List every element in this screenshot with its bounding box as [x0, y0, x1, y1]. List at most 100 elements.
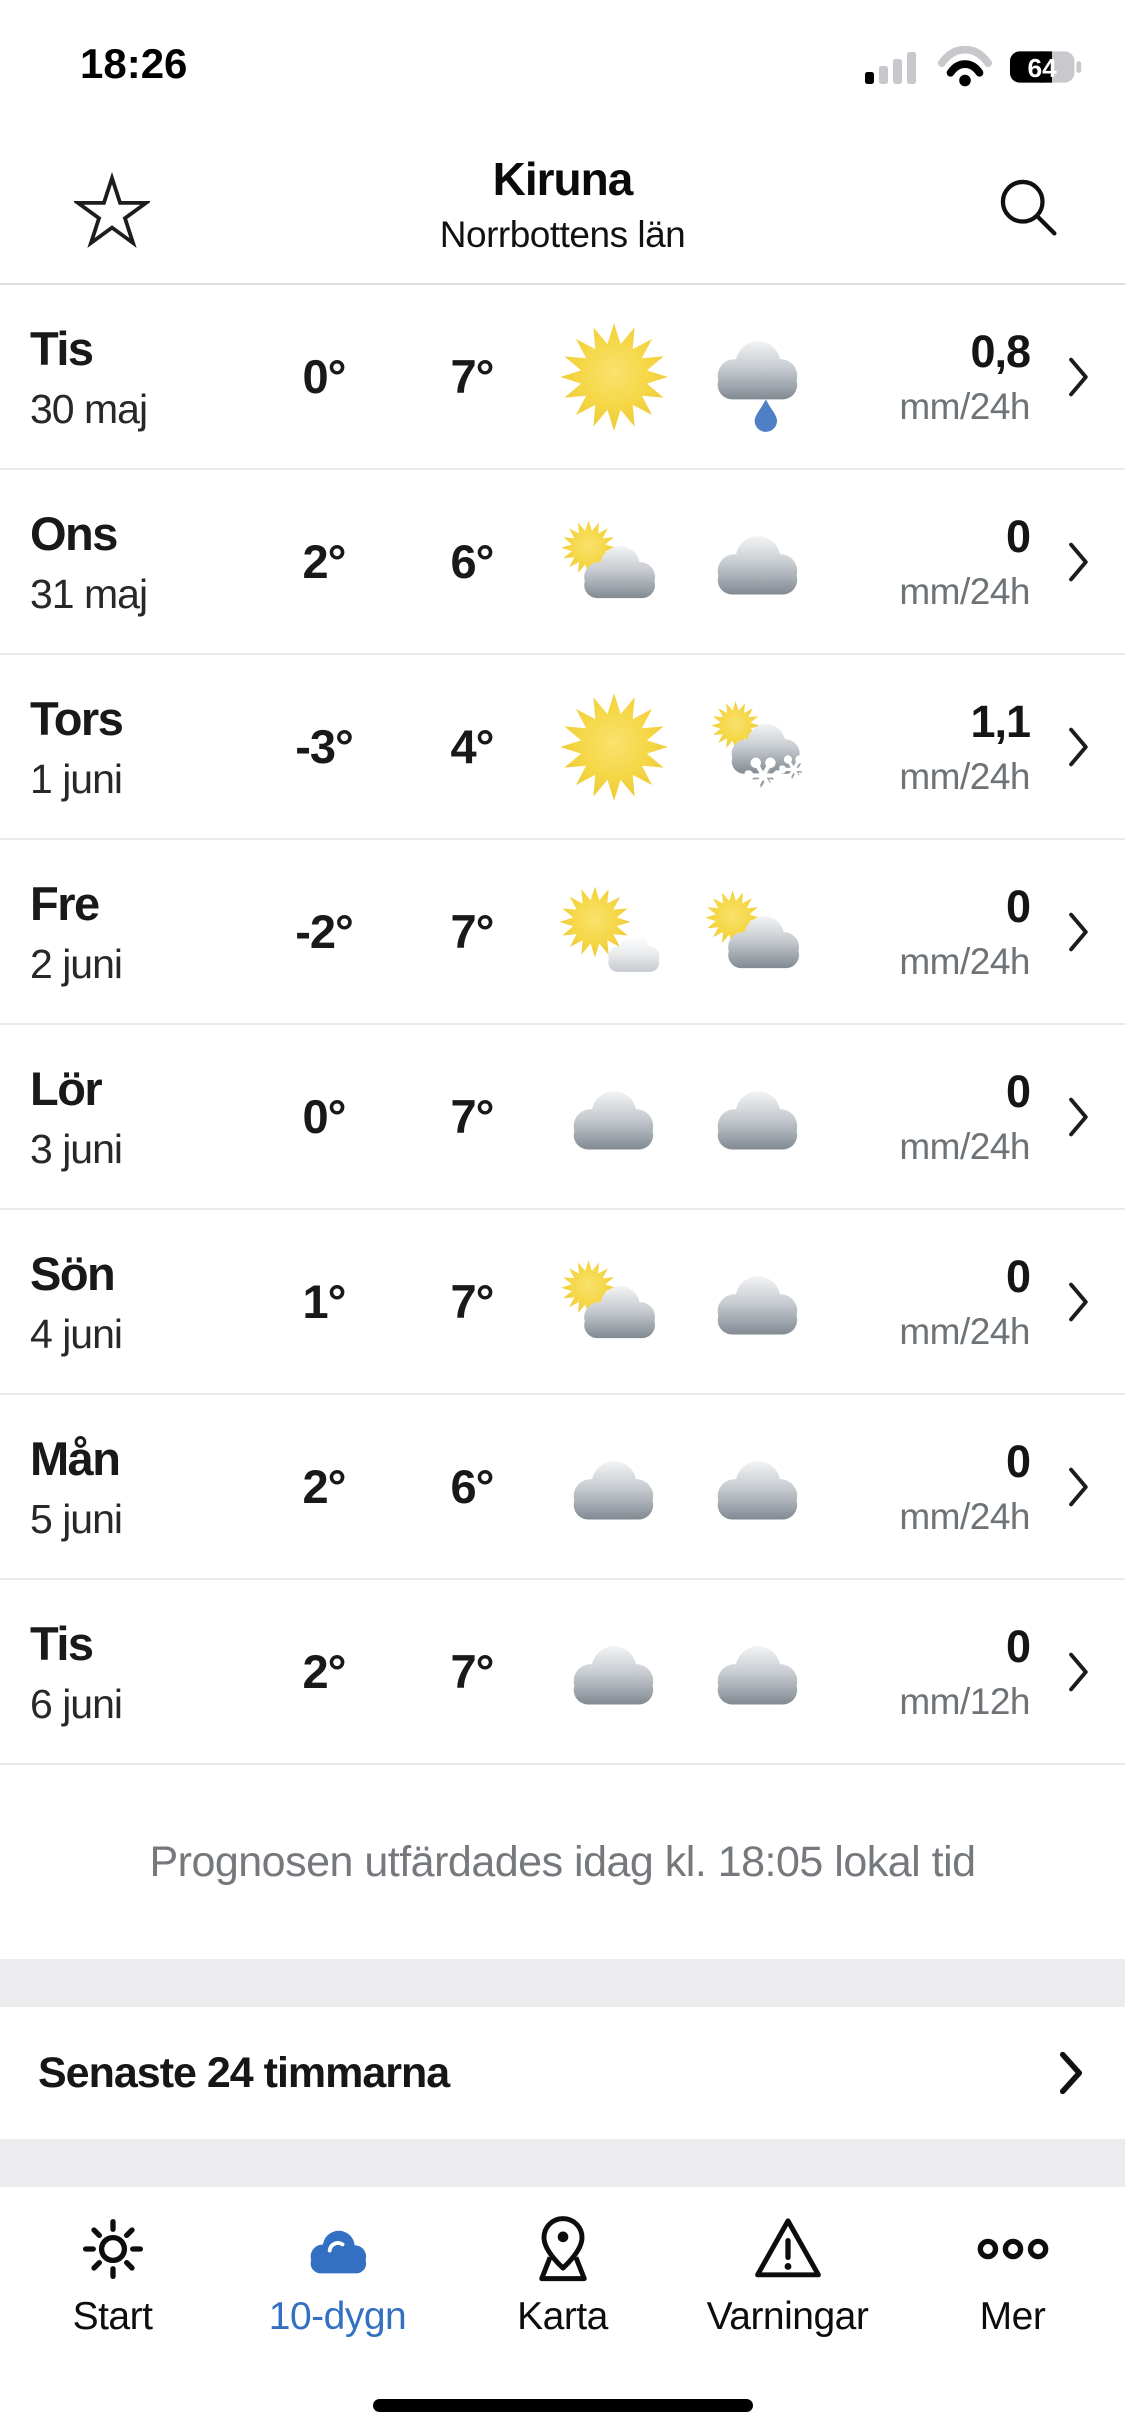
day-name: Mån — [30, 1431, 121, 1485]
sun-cloud-icon — [558, 1246, 670, 1358]
chevron-right-icon — [1068, 1282, 1088, 1321]
forecast-row[interactable]: Ons 31 maj 2° 6° 0 mm/24h — [0, 470, 1125, 655]
temp-max: 6° — [450, 535, 495, 588]
tab-mer[interactable]: Mer — [900, 2211, 1125, 2436]
day-column: Sön 4 juni — [0, 1246, 250, 1358]
cellular-signal-icon — [865, 52, 916, 84]
snow-sun-cloud-icon — [702, 691, 814, 803]
sun-outline-icon — [75, 2211, 151, 2287]
weather-icons — [558, 691, 814, 803]
weather-icons — [558, 506, 814, 618]
tab-karta[interactable]: Karta — [450, 2211, 675, 2436]
tab-start[interactable]: Start — [0, 2211, 225, 2436]
precip-value: 0 — [1005, 1620, 1031, 1672]
precip-unit: mm/24h — [899, 1125, 1030, 1167]
sun-small-cloud-icon — [558, 876, 670, 988]
forecast-row[interactable]: Lör 3 juni 0° 7° 0 mm/24h — [0, 1025, 1125, 1210]
day-name: Tis — [30, 1616, 94, 1670]
forecast-row[interactable]: Mån 5 juni 2° 6° 0 mm/24h — [0, 1395, 1125, 1580]
precip-value: 0,8 — [970, 325, 1031, 377]
cloud-icon — [717, 1460, 798, 1519]
day-name: Ons — [30, 506, 118, 560]
precip-unit: mm/24h — [899, 570, 1030, 612]
chevron-right-icon — [1057, 2050, 1085, 2096]
wifi-icon — [937, 46, 993, 87]
precipitation: 0 mm/24h — [899, 1435, 1031, 1538]
tab-label: 10-dygn — [268, 2295, 407, 2338]
day-date: 30 maj — [30, 385, 148, 432]
weather-icons — [558, 1246, 814, 1358]
more-dots-icon — [975, 2211, 1051, 2287]
tab-10-dygn[interactable]: 10-dygn — [225, 2211, 450, 2436]
rain-cloud-icon — [702, 321, 814, 433]
home-indicator[interactable] — [372, 2399, 753, 2412]
precip-unit: mm/24h — [899, 385, 1030, 427]
cloud-filled-icon — [308, 2228, 368, 2276]
precipitation: 0 mm/24h — [899, 1065, 1031, 1168]
forecast-list: Tis 30 maj 0° 7° 0,8 mm/24h Ons 31 maj 2… — [0, 285, 1125, 1765]
precip-unit: mm/24h — [899, 940, 1030, 982]
sun-icon — [560, 322, 668, 431]
temp-max: 7° — [450, 905, 495, 958]
day-name: Tis — [30, 321, 94, 375]
temp-min: 0° — [302, 1090, 347, 1143]
day-date: 1 juni — [30, 755, 123, 802]
last-24-hours-row[interactable]: Senaste 24 timmarna — [0, 2007, 1125, 2139]
weather-icons — [558, 1431, 814, 1543]
map-pin-icon — [525, 2211, 601, 2287]
precip-value: 1,1 — [970, 695, 1031, 747]
forecast-row[interactable]: Fre 2 juni -2° 7° 0 mm/24h — [0, 840, 1125, 1025]
precip-unit: mm/24h — [899, 1310, 1030, 1352]
day-date: 31 maj — [30, 570, 148, 617]
weather-icons — [558, 1061, 814, 1173]
tab-varningar[interactable]: Varningar — [675, 2211, 900, 2436]
chevron-right-icon — [1068, 912, 1088, 951]
forecast-row[interactable]: Tors 1 juni -3° 4° 1,1 mm/24h — [0, 655, 1125, 840]
temp-max: 7° — [450, 1090, 495, 1143]
temp-max: 6° — [450, 1460, 495, 1513]
day-date: 6 juni — [30, 1680, 123, 1727]
warning-triangle-icon — [750, 2211, 826, 2287]
chevron-right-icon — [1068, 542, 1088, 581]
page-title: Kiruna — [492, 153, 634, 205]
precip-value: 0 — [1005, 1435, 1031, 1487]
header: Kiruna Norrbottens län — [0, 100, 1125, 285]
precip-value: 0 — [1005, 510, 1031, 562]
forecast-row[interactable]: Tis 30 maj 0° 7° 0,8 mm/24h — [0, 285, 1125, 470]
sun-cloud-icon — [558, 506, 670, 618]
temp-min: 0° — [302, 350, 347, 403]
precipitation: 0 mm/24h — [899, 510, 1031, 613]
temp-min: 2° — [302, 1645, 347, 1698]
precip-unit: mm/24h — [899, 755, 1030, 797]
precipitation: 0 mm/24h — [899, 880, 1031, 983]
status-bar: 18:26 64 — [0, 0, 1125, 100]
day-date: 3 juni — [30, 1125, 123, 1172]
weather-icons — [558, 876, 814, 988]
day-name: Sön — [30, 1246, 116, 1300]
search-icon[interactable] — [995, 174, 1061, 240]
chevron-right-icon — [1068, 357, 1088, 396]
day-column: Mån 5 juni — [0, 1431, 250, 1543]
forecast-row[interactable]: Sön 4 juni 1° 7° 0 mm/24h — [0, 1210, 1125, 1395]
page-subtitle: Norrbottens län — [439, 214, 686, 255]
temp-max: 4° — [450, 720, 495, 773]
temp-min: 1° — [302, 1275, 347, 1328]
chevron-right-icon — [1068, 1652, 1088, 1691]
cloud-icon — [717, 1275, 798, 1334]
day-date: 4 juni — [30, 1310, 123, 1357]
precipitation: 0,8 mm/24h — [899, 325, 1031, 428]
sun-icon — [560, 692, 668, 801]
temp-max: 7° — [450, 1645, 495, 1698]
day-name: Tors — [30, 691, 124, 745]
last-24-hours-label: Senaste 24 timmarna — [38, 2048, 450, 2097]
divider-band — [0, 2139, 1125, 2187]
tab-label: Start — [72, 2295, 153, 2338]
forecast-row[interactable]: Tis 6 juni 2° 7° 0 mm/12h — [0, 1580, 1125, 1765]
precip-value: 0 — [1005, 880, 1031, 932]
day-column: Fre 2 juni — [0, 876, 250, 988]
temp-min: 2° — [302, 1460, 347, 1513]
sun-cloud-icon — [702, 876, 814, 988]
precip-unit: mm/24h — [899, 1495, 1030, 1537]
precipitation: 0 mm/24h — [899, 1251, 1031, 1353]
precip-value: 0 — [1005, 1065, 1031, 1117]
